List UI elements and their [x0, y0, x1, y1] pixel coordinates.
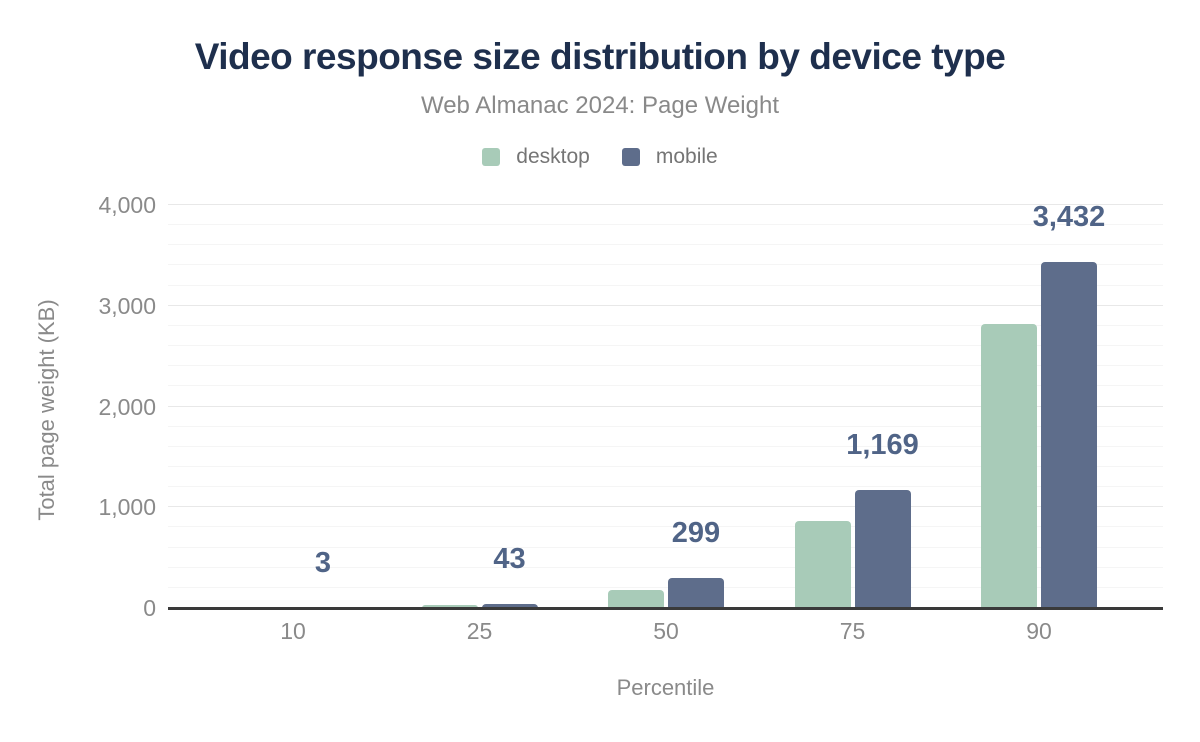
bar-mobile-p75: [854, 490, 911, 608]
gridline-1800: [168, 425, 1163, 427]
gridline-400: [168, 566, 1163, 568]
gridline-200: [168, 586, 1163, 588]
gridline-600: [168, 546, 1163, 548]
bar-mobile-p25: [481, 603, 538, 608]
plot-area: Percentile 3 10 43 25 299 50 1,169 75 3,432 90: [168, 201, 1163, 700]
y-axis-tick-3,000: 3,000: [98, 292, 156, 319]
gridline-2600: [168, 345, 1163, 347]
gridline-2400: [168, 365, 1163, 367]
legend-item-mobile: mobile: [621, 145, 718, 169]
y-axis-ticks: 0 1,000 2,000 3,000 4,000: [0, 193, 156, 620]
gridline-1000: [168, 506, 1163, 508]
bar-mobile-p50: [668, 577, 724, 608]
chart-subtitle: Web Almanac 2024: Page Weight: [420, 92, 779, 119]
gridline-3600: [168, 244, 1163, 246]
gridline-3800: [168, 224, 1163, 226]
x-axis-tick-10: 10: [280, 618, 306, 644]
bar-desktop-p75: [794, 520, 851, 608]
gridline-2800: [168, 324, 1163, 326]
bar-desktop-p50: [608, 589, 664, 608]
x-axis-line: [168, 607, 1163, 610]
y-axis-tick-2,000: 2,000: [98, 393, 156, 420]
data-label-mobile-p90: 3,432: [1032, 201, 1106, 234]
data-label-mobile-p25: 43: [493, 542, 526, 575]
gridline-3000: [168, 304, 1163, 306]
gridline-3400: [168, 264, 1163, 266]
gridline-1200: [168, 486, 1163, 488]
x-axis-title: Percentile: [616, 675, 715, 700]
x-axis-tick-50: 50: [653, 618, 679, 644]
data-label-mobile-p10: 3: [314, 546, 332, 579]
y-axis-tick-0: 0: [143, 595, 156, 621]
y-axis-tick-4,000: 4,000: [98, 192, 156, 218]
bar-mobile-p90: [1041, 262, 1097, 608]
legend-item-desktop: desktop: [482, 145, 590, 169]
y-axis-tick-1,000: 1,000: [98, 494, 156, 521]
gridline-800: [168, 526, 1163, 528]
gridline-1600: [168, 445, 1163, 447]
gridline-2000: [168, 405, 1163, 407]
legend-label-mobile: mobile: [655, 145, 718, 168]
bar-desktop-p90: [981, 323, 1037, 608]
gridline-2200: [168, 385, 1163, 387]
x-axis-tick-90: 90: [1026, 618, 1052, 644]
chart-title: Video response size distribution by devi…: [194, 36, 1006, 77]
bar-desktop-p25: [421, 604, 478, 608]
gridline-4000: [168, 204, 1163, 205]
data-label-mobile-p50: 299: [671, 516, 721, 549]
x-axis-tick-25: 25: [466, 618, 493, 644]
legend-swatch: [621, 148, 640, 166]
legend: desktop mobile: [0, 145, 1200, 169]
legend-label-desktop: desktop: [516, 145, 590, 168]
legend-swatch: [482, 148, 501, 166]
x-axis-tick-75: 75: [839, 618, 866, 644]
gridline-1400: [168, 465, 1163, 467]
gridline-3200: [168, 284, 1163, 286]
data-label-mobile-p75: 1,169: [846, 429, 919, 462]
